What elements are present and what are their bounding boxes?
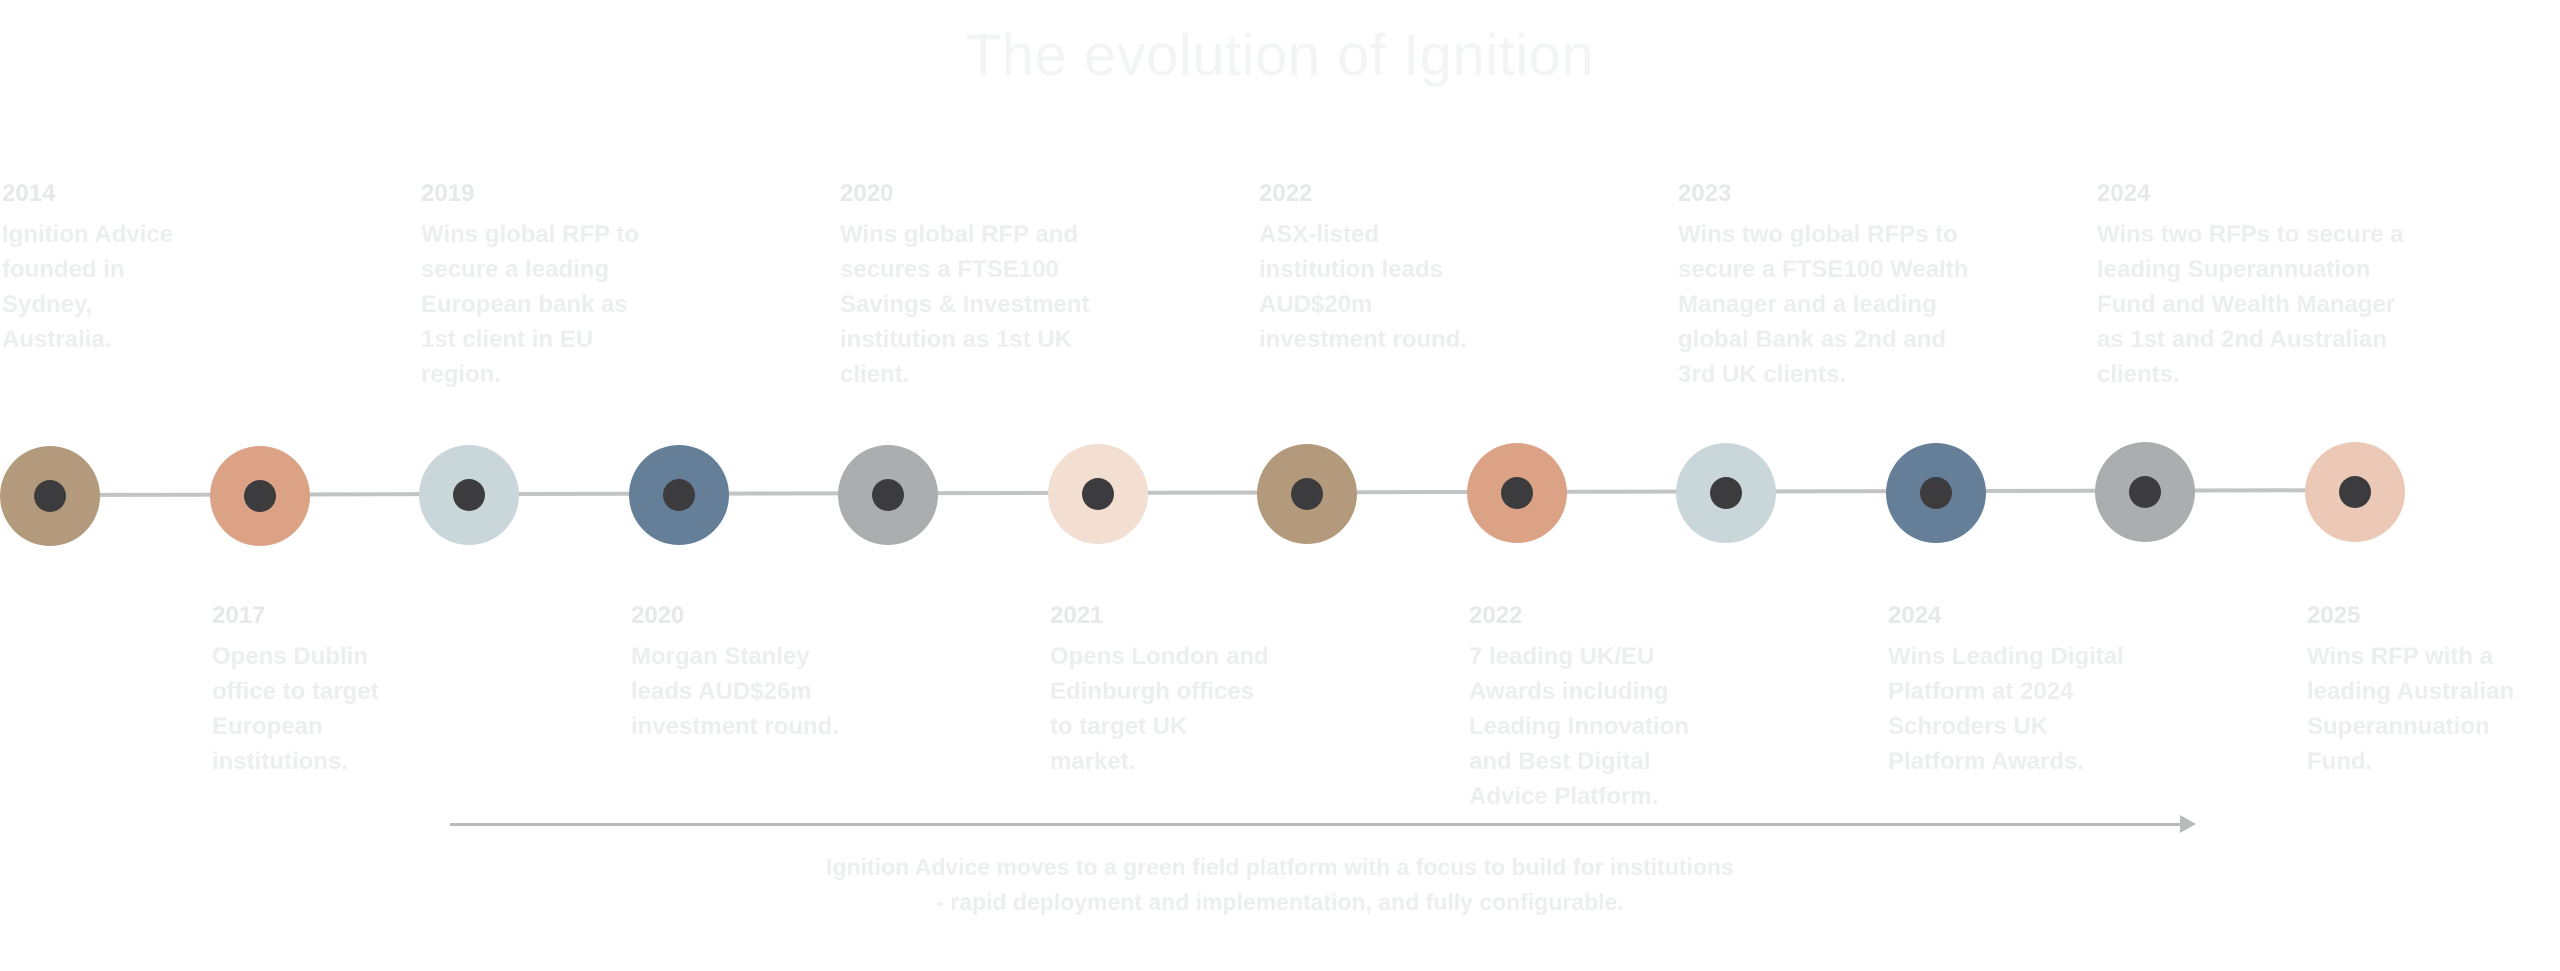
milestone-event: 2020 Morgan Stanley leads AUD$26m investm… — [631, 598, 861, 744]
milestone-dot — [34, 480, 66, 512]
milestone-node — [1886, 443, 1986, 543]
milestone-event: 2022 7 leading UK/EU Awards including Lea… — [1469, 598, 1709, 814]
milestone-year: 2019 — [421, 180, 475, 207]
milestone-dot — [663, 479, 695, 511]
milestone-node — [1467, 443, 1567, 543]
milestone-event: 2021 Opens London and Edinburgh offices t… — [1050, 598, 1270, 779]
milestone-year: 2023 — [1678, 180, 1732, 207]
milestone-node — [210, 446, 310, 546]
milestone-description: Wins global RFP to secure a leading Euro… — [421, 221, 640, 388]
milestone-dot — [1501, 477, 1533, 509]
milestone-description: Opens London and Edinburgh offices to ta… — [1050, 643, 1269, 775]
milestone-description: 7 leading UK/EU Awards including Leading… — [1469, 643, 1689, 810]
milestone-dot — [453, 479, 485, 511]
milestone-dot — [1082, 478, 1114, 510]
page-title: The evolution of Ignition — [965, 23, 1595, 88]
milestone-node — [0, 446, 100, 546]
milestone-dot — [1920, 477, 1952, 509]
milestone-year: 2024 — [2097, 180, 2151, 207]
milestone-event: 2019 Wins global RFP to secure a leading … — [421, 176, 641, 392]
milestone-node — [1676, 443, 1776, 543]
milestone-description: Wins two global RFPs to secure a FTSE100… — [1678, 221, 1969, 388]
milestone-dot — [872, 479, 904, 511]
milestone-description: Wins two RFPs to secure a leading Supera… — [2097, 221, 2404, 388]
milestone-dot — [2339, 476, 2371, 508]
milestone-description: ASX-listed institution leads AUD$20m inv… — [1259, 221, 1468, 353]
milestone-node — [838, 445, 938, 545]
milestone-node — [2095, 442, 2195, 542]
milestone-event: 2017 Opens Dublin office to target Europe… — [212, 598, 402, 779]
milestone-dot — [244, 480, 276, 512]
milestone-description: Wins RFP with a leading Australian Super… — [2307, 643, 2515, 775]
milestone-year: 2025 — [2307, 602, 2361, 629]
milestone-event: 2022 ASX-listed institution leads AUD$20m… — [1259, 176, 1499, 357]
milestone-event: 2025 Wins RFP with a leading Australian S… — [2307, 598, 2547, 779]
arrow-head-icon — [2180, 815, 2196, 833]
milestone-description: Wins Leading Digital Platform at 2024 Sc… — [1888, 643, 2124, 775]
milestone-node — [2305, 442, 2405, 542]
milestone-node — [419, 445, 519, 545]
milestone-description: Morgan Stanley leads AUD$26m investment … — [631, 643, 840, 740]
milestone-node — [629, 445, 729, 545]
milestone-description: Opens Dublin office to target European i… — [212, 643, 379, 775]
footnote-line-1: Ignition Advice moves to a green field p… — [826, 854, 1734, 880]
milestone-year: 2020 — [631, 602, 685, 629]
milestone-year: 2014 — [2, 180, 56, 207]
milestone-dot — [2129, 476, 2161, 508]
milestone-event: 2014 Ignition Advice founded in Sydney, A… — [2, 176, 192, 357]
milestone-event: 2024 Wins two RFPs to secure a leading Su… — [2097, 176, 2417, 392]
milestone-description: Wins global RFP and secures a FTSE100 Sa… — [840, 221, 1090, 388]
milestone-year: 2020 — [840, 180, 894, 207]
milestone-event: 2020 Wins global RFP and secures a FTSE10… — [840, 176, 1110, 392]
milestone-dot — [1291, 478, 1323, 510]
footnote-line-2: - rapid deployment and implementation, a… — [936, 889, 1624, 915]
milestone-event: 2024 Wins Leading Digital Platform at 202… — [1888, 598, 2148, 779]
milestone-year: 2024 — [1888, 602, 1942, 629]
milestone-node — [1257, 444, 1357, 544]
milestone-year: 2022 — [1259, 180, 1313, 207]
milestone-year: 2017 — [212, 602, 266, 629]
milestone-year: 2021 — [1050, 602, 1104, 629]
milestone-description: Ignition Advice founded in Sydney, Austr… — [2, 221, 174, 353]
timeline-line — [47, 488, 2398, 497]
arrow-line — [450, 823, 2182, 826]
milestone-year: 2022 — [1469, 602, 1523, 629]
milestone-dot — [1710, 477, 1742, 509]
milestone-event: 2023 Wins two global RFPs to secure a FTS… — [1678, 176, 1978, 392]
milestone-node — [1048, 444, 1148, 544]
